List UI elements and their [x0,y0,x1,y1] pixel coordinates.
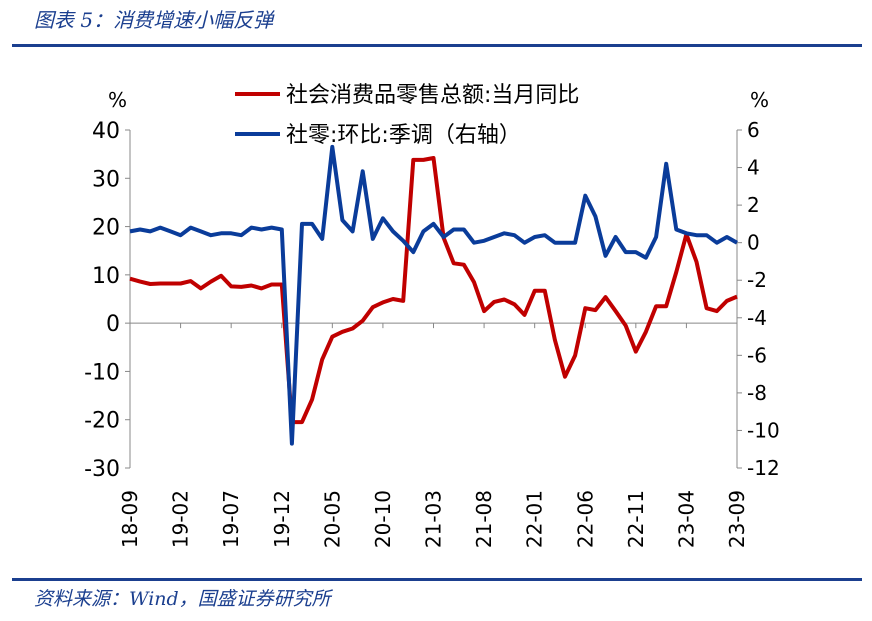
x-tick-label: 23-04 [674,490,698,548]
x-tick-label: 19-07 [219,490,243,548]
x-tick-label: 22-11 [624,490,648,548]
left-tick-label: 10 [92,264,120,289]
x-tick-label: 21-08 [472,490,496,548]
figure-title: 图表 5：消费增速小幅反弹 [34,8,274,32]
x-tick-label: 19-02 [169,490,193,548]
bottom-rule [12,578,862,581]
x-ticks: 18-09 19-02 19-07 19-12 20-05 20-10 21-03 21-08… [118,323,749,548]
top-rule [12,44,862,47]
left-tick-label: -10 [84,360,120,385]
left-tick-label: -20 [84,409,120,434]
legend-label-retail-yoy: 社会消费品零售总额:当月同比 [286,83,579,108]
left-axis-unit: % [108,88,127,112]
x-tick-label: 23-09 [725,490,749,548]
x-tick-label: 22-06 [573,490,597,548]
left-tick-label: 40 [92,119,120,144]
x-tick-label: 20-10 [371,490,395,548]
x-tick-label: 22-01 [523,490,547,548]
right-tick-label: 6 [747,118,760,142]
right-tick-label: 4 [747,156,760,180]
x-tick-label: 21-03 [422,490,446,548]
source-note: 资料来源：Wind，国盛证券研究所 [34,588,331,610]
right-tick-label: 2 [747,193,760,217]
x-tick-label: 19-12 [270,490,294,548]
left-tick-label: 0 [106,312,120,337]
right-tick-label: -6 [747,343,767,367]
series-lines [129,144,738,446]
left-y-ticks: 40 30 20 10 0 -10 -20 -30 [84,119,130,482]
right-tick-label: -4 [747,306,767,330]
right-y-ticks: 6 4 2 0 -2 -4 -6 -8 -10 -12 [737,118,780,480]
left-tick-label: 20 [92,216,120,241]
x-tick-label: 20-05 [320,490,344,548]
series-retail-mom-line [129,144,738,446]
right-tick-label: 0 [747,231,760,255]
left-tick-label: -30 [84,457,120,482]
right-axis-unit: % [750,88,769,112]
right-tick-label: -2 [747,268,767,292]
left-tick-label: 30 [92,167,120,192]
x-tick-label: 18-09 [118,490,142,548]
right-tick-label: -10 [747,418,780,442]
right-tick-label: -8 [747,381,767,405]
legend-label-retail-mom: 社零:环比:季调（右轴） [286,123,521,148]
right-tick-label: -12 [747,456,780,480]
series-retail-yoy-line [129,156,738,425]
legend: 社会消费品零售总额:当月同比 社零:环比:季调（右轴） [235,83,579,148]
